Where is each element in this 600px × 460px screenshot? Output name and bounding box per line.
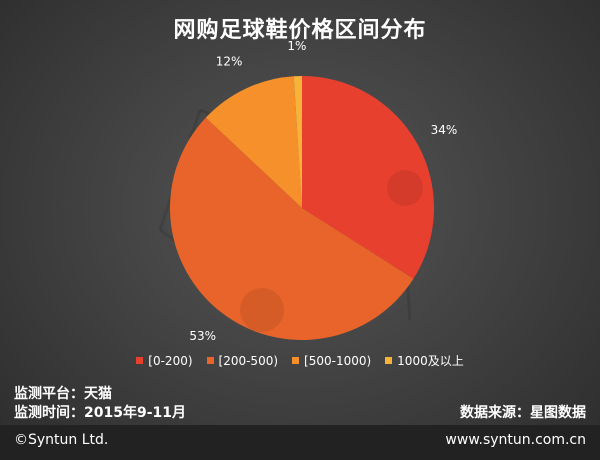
pie-slice <box>205 76 302 209</box>
pie-slice <box>170 117 414 340</box>
slice-percent-label: 1% <box>287 39 306 53</box>
legend-label: 1000及以上 <box>397 354 464 368</box>
legend-item: [200-500) <box>206 352 279 369</box>
legend-label: [500-1000) <box>304 353 372 368</box>
footer-website[interactable]: www.syntun.com.cn <box>445 432 586 448</box>
pie-slices <box>170 76 435 340</box>
legend-label: [0-200) <box>148 353 193 368</box>
slice-percent-label: 53% <box>189 329 216 343</box>
meta-period: 监测时间：2015年9-11月 <box>14 405 186 421</box>
legend-swatch <box>206 357 214 364</box>
chart-legend: [0-200) [200-500) [500-1000) 1000及以上 <box>0 352 600 369</box>
footer-bar: ©Syntun Ltd. www.syntun.com.cn <box>0 425 600 460</box>
meta-source: 数据来源：星图数据 <box>460 405 586 421</box>
legend-item: 1000及以上 <box>385 352 464 369</box>
pie-labels: 34% 53% 12% 1% <box>189 39 457 343</box>
slice-percent-label: 34% <box>431 123 458 137</box>
legend-swatch <box>136 357 144 364</box>
slice-decoration <box>240 170 423 332</box>
footer-copyright: ©Syntun Ltd. <box>14 432 109 448</box>
legend-swatch <box>292 357 300 364</box>
legend-swatch <box>385 357 393 364</box>
legend-label: [200-500) <box>218 353 279 368</box>
meta-platform: 监测平台：天猫 <box>14 386 112 402</box>
pie-slice <box>293 76 302 208</box>
pie-slice <box>302 76 435 279</box>
chart-title: 网购足球鞋价格区间分布 <box>173 18 427 43</box>
legend-item: [0-200) <box>136 352 193 369</box>
slice-percent-label: 12% <box>216 54 243 68</box>
legend-item: [500-1000) <box>292 352 371 369</box>
